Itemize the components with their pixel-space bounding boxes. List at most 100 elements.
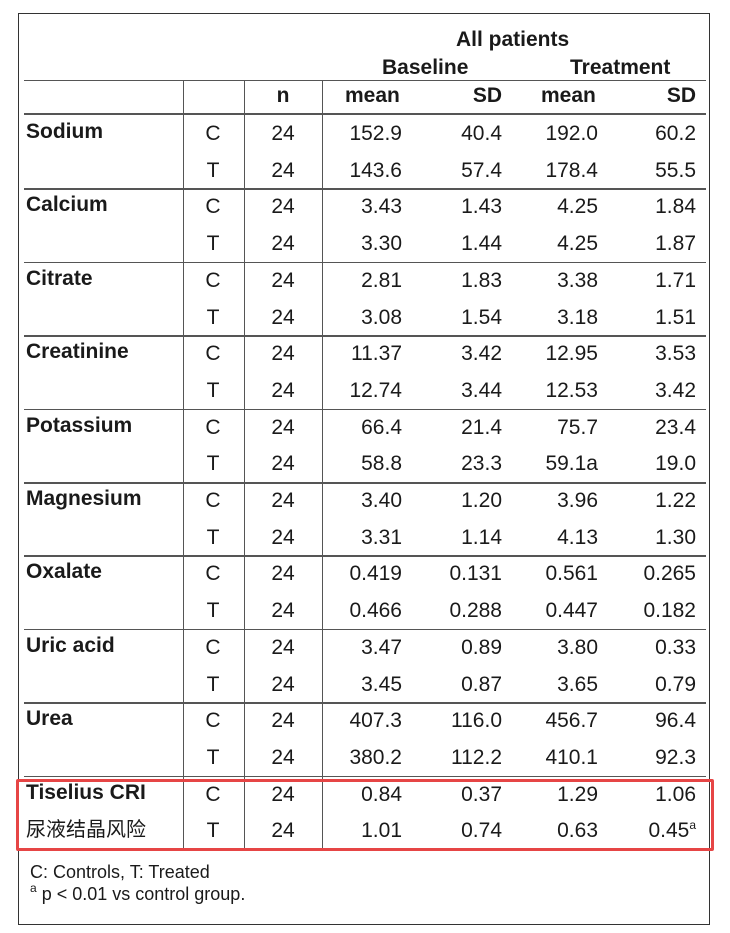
cell-tsd: 1.71: [612, 263, 696, 299]
cell-bm: 2.81: [322, 263, 402, 299]
cell-tsd: 3.53: [612, 336, 696, 372]
cell-value: 0.288: [449, 599, 502, 623]
cell-value: 21.4: [461, 415, 502, 439]
cell-bsd: 0.89: [420, 630, 502, 666]
cell-tsd: 96.4: [612, 703, 696, 739]
cell-value: 1.43: [461, 195, 502, 219]
cell-bsd: 1.20: [420, 483, 502, 519]
cell-value: 0.37: [461, 782, 502, 806]
cell-value: 192.0: [545, 122, 598, 145]
header-treatment-sd: SD: [666, 84, 696, 107]
cell-bsd: 21.4: [420, 410, 502, 446]
cell-value: 1.06: [655, 782, 696, 806]
cell-bsd: 1.83: [420, 263, 502, 299]
cell-value: 1.51: [655, 305, 696, 329]
cell-bsd: 3.44: [420, 373, 502, 409]
cell-value: 1.20: [461, 489, 502, 512]
row-separator: [24, 628, 706, 631]
cell-value: 24: [271, 709, 295, 733]
cell-tm: 4.25: [518, 226, 598, 262]
cell-value: 3.42: [655, 378, 696, 402]
cell-bm: 3.31: [322, 520, 402, 556]
cell-value: 3.43: [361, 195, 402, 219]
cell-tsd: 0.45a: [612, 813, 696, 849]
cell-bm: 152.9: [322, 116, 402, 152]
cell-bm: 66.4: [322, 410, 402, 446]
column-rule: [183, 80, 184, 850]
cell-bm: 58.8: [322, 446, 402, 482]
cell-value: 59.1a: [545, 452, 598, 476]
cell-group: T: [183, 153, 243, 189]
cell-value: 24: [271, 562, 295, 586]
cell-value: C: [205, 122, 221, 145]
cell-bm: 3.40: [322, 483, 402, 519]
cell-n: 24: [244, 777, 322, 813]
row-label: Tiselius CRI: [26, 780, 146, 804]
cell-value: 1.29: [557, 782, 598, 806]
table-frame: [18, 13, 710, 925]
cell-n: 24: [244, 556, 322, 592]
cell-value: 60.2: [655, 122, 696, 145]
cell-tm: 0.561: [518, 556, 598, 592]
cell-value: 23.4: [655, 415, 696, 439]
cell-value: 24: [271, 452, 295, 476]
cell-value: C: [205, 415, 221, 439]
cell-n: 24: [244, 446, 322, 482]
cell-bsd: 1.43: [420, 189, 502, 225]
cell-bsd: 0.131: [420, 556, 502, 592]
cell-value: 4.25: [557, 195, 598, 219]
cell-value: 0.265: [643, 562, 696, 586]
cell-bsd: 1.54: [420, 300, 502, 336]
cell-group: C: [183, 556, 243, 592]
row-separator: [24, 482, 706, 484]
cell-tsd: 1.06: [612, 777, 696, 813]
cell-value: C: [205, 635, 221, 659]
cell-tsd: 60.2: [612, 116, 696, 152]
cell-value: 0.63: [557, 819, 598, 843]
cell-n: 24: [244, 300, 322, 336]
cell-bsd: 1.44: [420, 226, 502, 262]
significance-marker: a: [689, 818, 696, 833]
row-separator: [24, 335, 706, 337]
cell-value: T: [206, 305, 220, 329]
cell-value: 0.33: [655, 635, 696, 659]
cell-value: C: [205, 562, 221, 586]
cell-group: C: [183, 336, 243, 372]
cell-value: 55.5: [655, 158, 696, 182]
cell-bm: 143.6: [322, 153, 402, 189]
footnote-legend: C: Controls, T: Treated: [30, 862, 210, 882]
cell-tm: 4.13: [518, 520, 598, 556]
header-treatment-mean: mean: [541, 84, 596, 107]
cell-value: 0.79: [655, 672, 696, 696]
cell-value: C: [205, 489, 221, 512]
cell-value: 3.30: [361, 232, 402, 256]
header-rule-bottom: [24, 113, 706, 115]
cell-value: 4.13: [557, 525, 598, 549]
row-label: Oxalate: [26, 560, 102, 584]
cell-value: 12.74: [349, 378, 402, 402]
cell-value: 3.38: [557, 268, 598, 292]
cell-tm: 1.29: [518, 777, 598, 813]
cell-value: 24: [271, 268, 295, 292]
cell-value: 57.4: [461, 158, 502, 182]
cell-value: 0.561: [545, 562, 598, 586]
cell-value: 3.40: [361, 489, 402, 512]
cell-tm: 3.65: [518, 667, 598, 703]
header-baseline-mean: mean: [345, 84, 400, 107]
cell-n: 24: [244, 263, 322, 299]
cell-group: C: [183, 189, 243, 225]
cell-bm: 11.37: [322, 336, 402, 372]
cell-value: 4.25: [557, 232, 598, 256]
cell-value: 92.3: [655, 745, 696, 769]
cell-value: 24: [271, 672, 295, 696]
cell-tm: 192.0: [518, 116, 598, 152]
cell-value: 3.18: [557, 305, 598, 329]
column-rule: [244, 80, 245, 850]
cell-value: 23.3: [461, 452, 502, 476]
cell-bsd: 40.4: [420, 116, 502, 152]
cell-value: 96.4: [655, 709, 696, 733]
cell-bm: 0.466: [322, 593, 402, 629]
cell-value: 3.31: [361, 525, 402, 549]
cell-value: 1.22: [655, 489, 696, 512]
cell-value: 40.4: [461, 122, 502, 145]
